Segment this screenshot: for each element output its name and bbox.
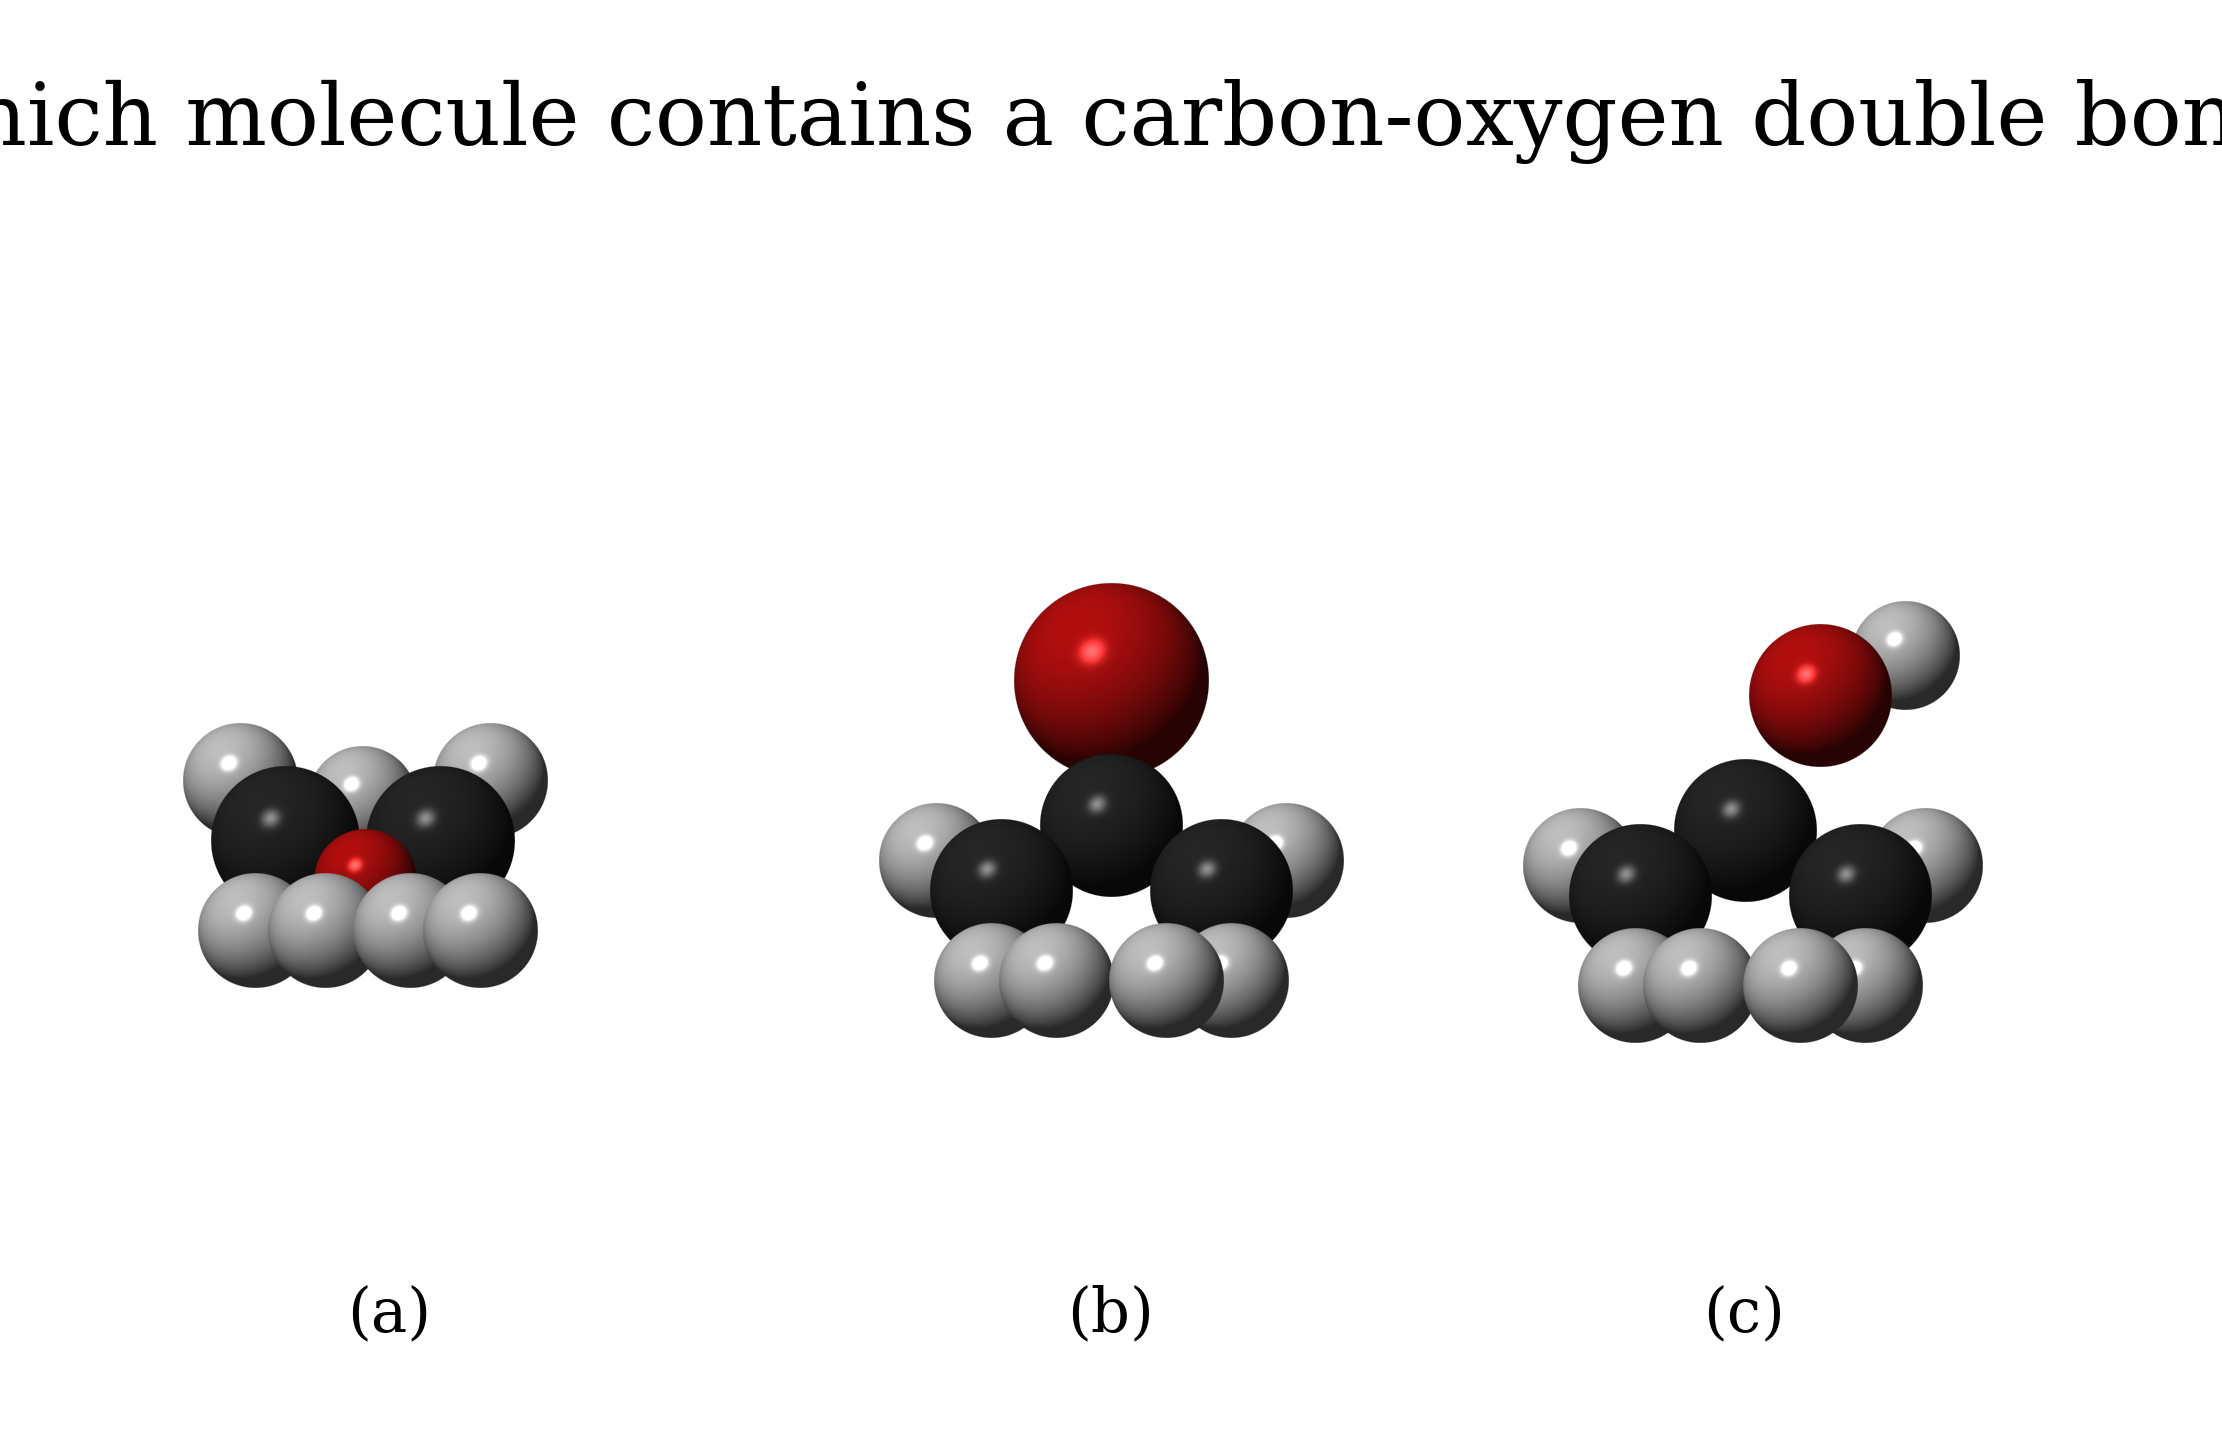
Text: Which molecule contains a carbon-oxygen double bond?: Which molecule contains a carbon-oxygen … (0, 79, 2222, 163)
Text: (b): (b) (1067, 1285, 1155, 1345)
Text: (c): (c) (1704, 1285, 1784, 1345)
Text: (a): (a) (347, 1285, 431, 1345)
